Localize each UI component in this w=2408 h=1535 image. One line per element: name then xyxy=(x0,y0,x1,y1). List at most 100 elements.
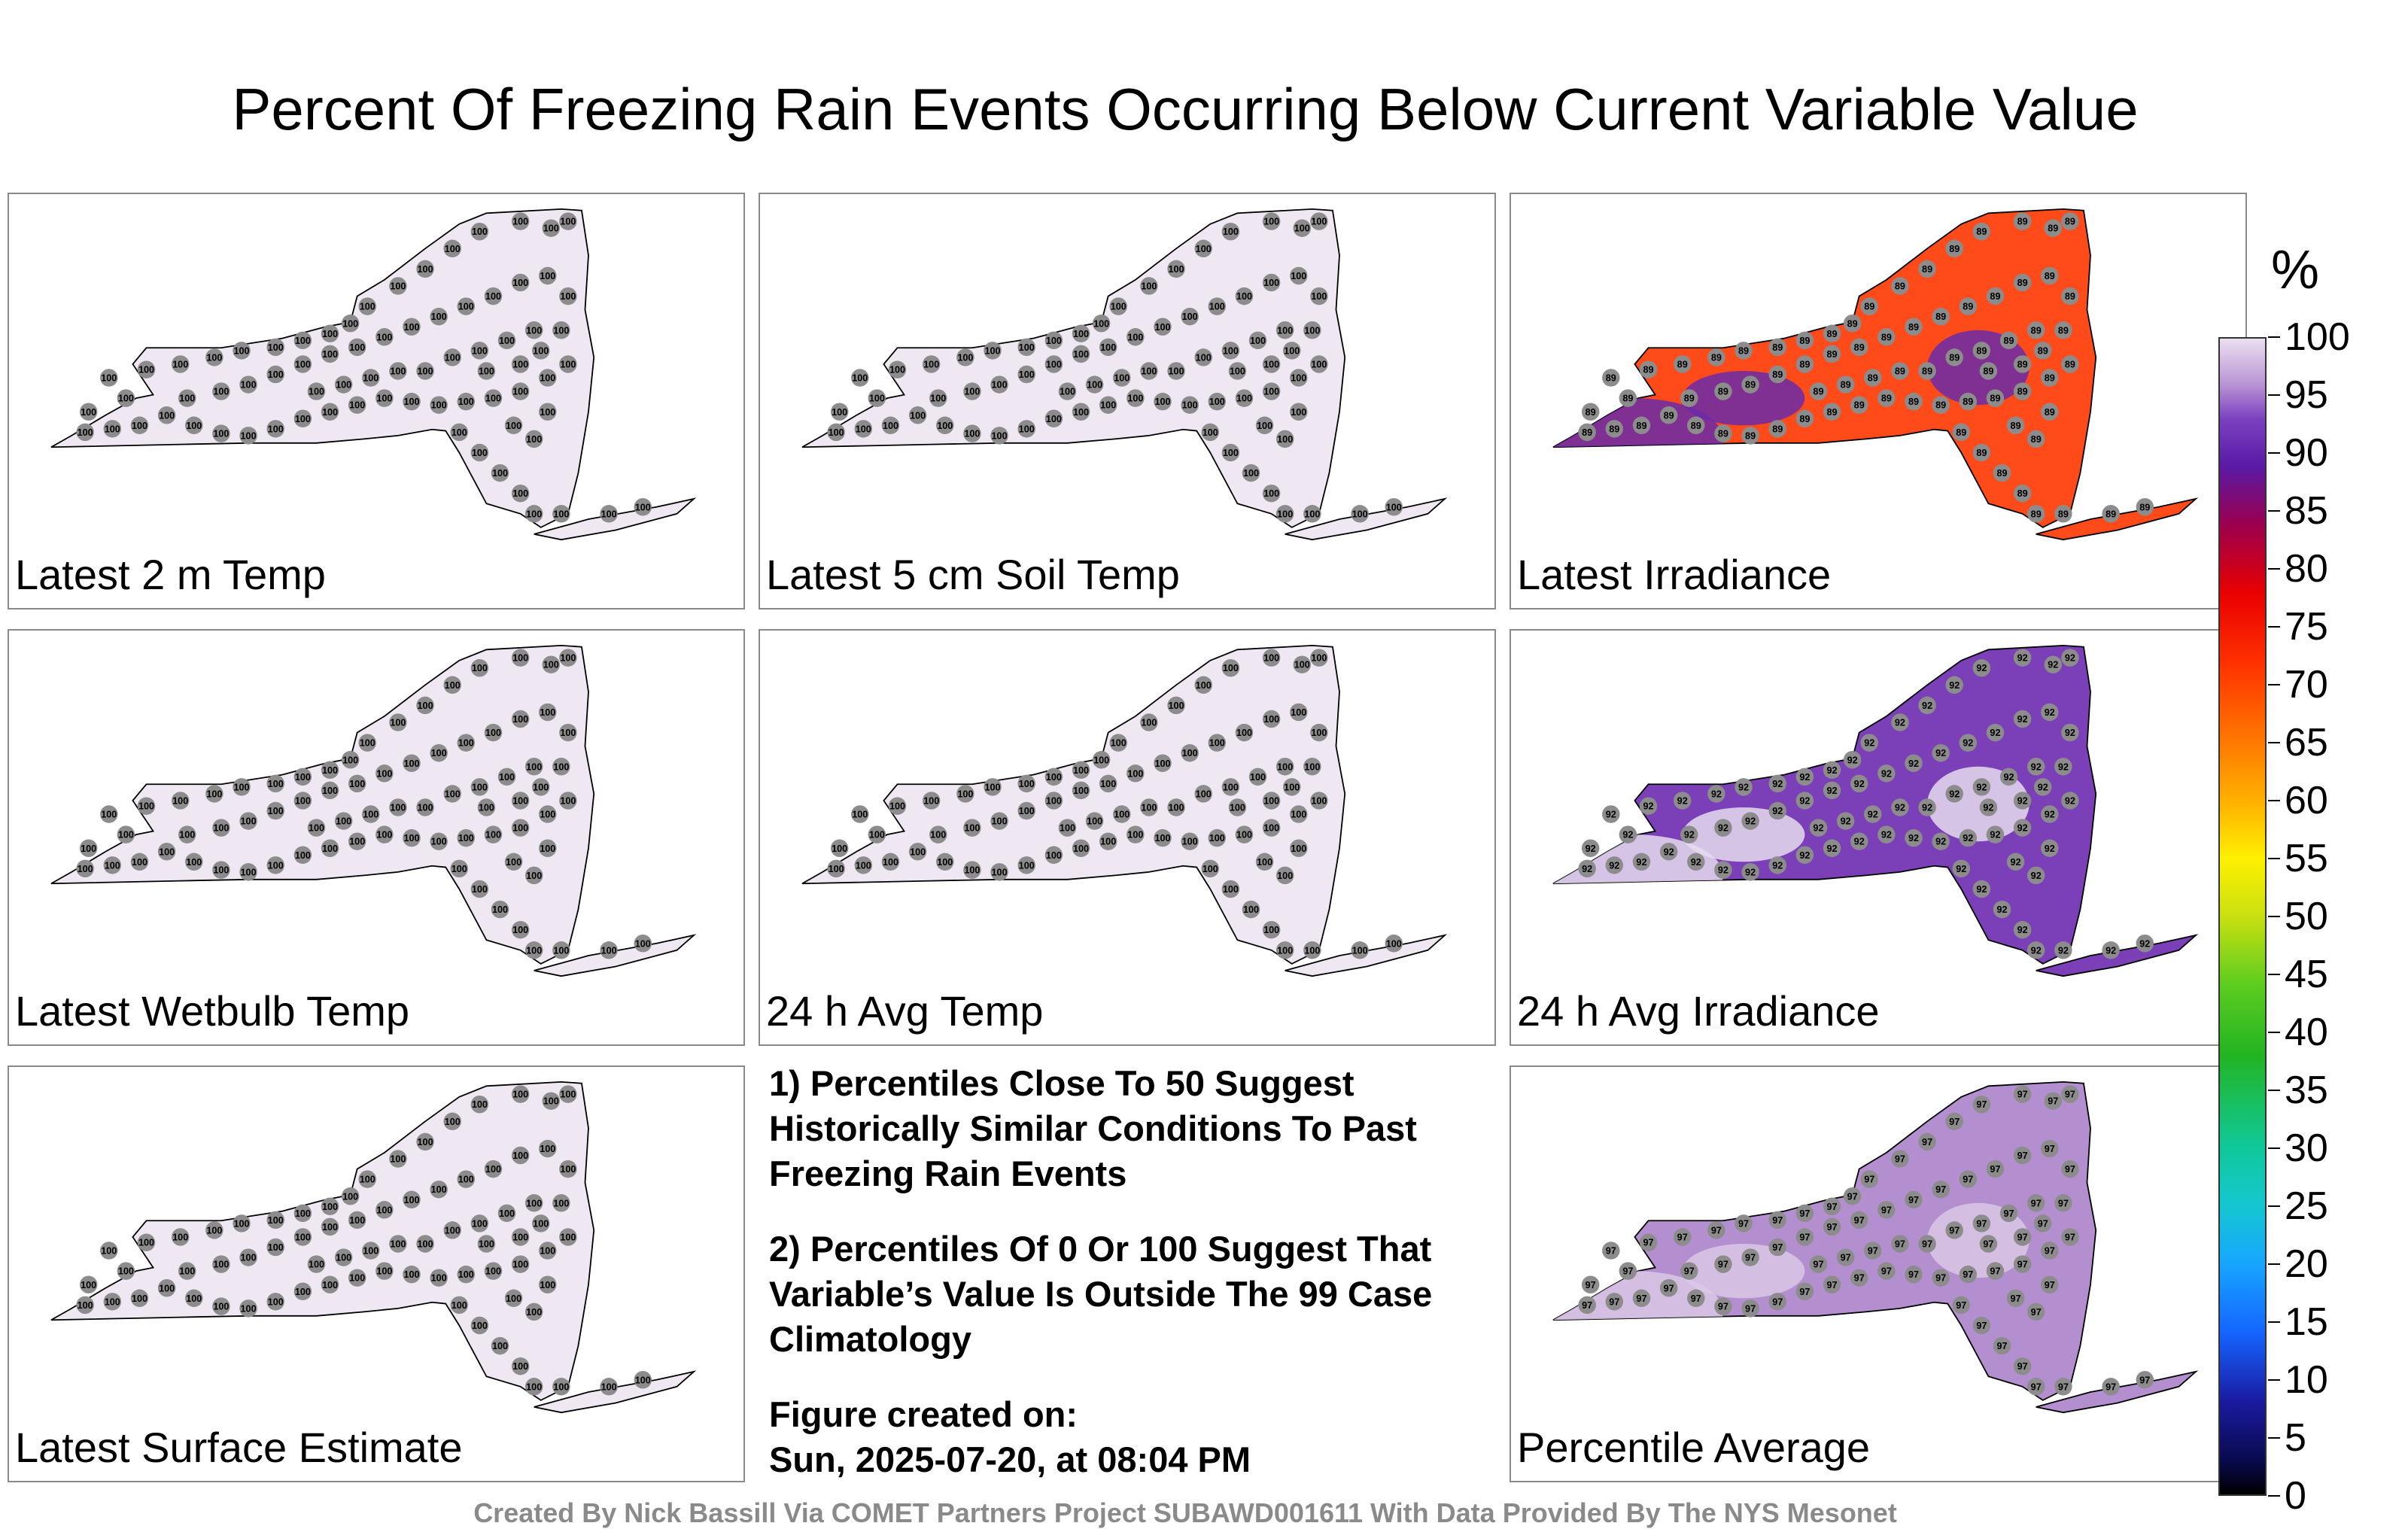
station-marker xyxy=(1993,900,2011,919)
station-value: 100 xyxy=(403,1195,419,1205)
station-value: 92 xyxy=(2065,728,2075,738)
colorbar-tick xyxy=(2268,916,2280,917)
station-value: 100 xyxy=(560,1232,576,1242)
station-value: 89 xyxy=(1799,359,1810,369)
station-value: 100 xyxy=(1230,366,1245,377)
station-value: 100 xyxy=(81,1280,96,1290)
station-marker xyxy=(117,1262,135,1280)
station-marker xyxy=(1099,396,1117,414)
station-value: 100 xyxy=(889,801,905,812)
station-value: 100 xyxy=(485,830,501,840)
station-marker xyxy=(929,825,947,843)
station-marker xyxy=(171,792,190,810)
station-value: 100 xyxy=(1263,359,1279,369)
station-marker xyxy=(1945,676,1963,695)
station-marker xyxy=(634,1371,652,1389)
station-marker xyxy=(1303,758,1321,776)
station-value: 100 xyxy=(363,1246,379,1257)
station-marker xyxy=(1823,1197,1841,1216)
station-value: 97 xyxy=(1582,1300,1592,1311)
colorbar-tick xyxy=(2268,1263,2280,1265)
station-marker xyxy=(1275,430,1294,448)
station-marker xyxy=(1905,1265,1923,1284)
station-marker xyxy=(963,861,981,879)
station-value: 100 xyxy=(295,1287,311,1297)
station-value: 89 xyxy=(1711,352,1722,363)
station-value: 100 xyxy=(431,1273,447,1284)
station-marker xyxy=(1221,443,1240,462)
station-marker xyxy=(403,1265,421,1284)
station-value: 92 xyxy=(1643,801,1653,812)
station-value: 100 xyxy=(485,291,501,302)
station-value: 100 xyxy=(512,278,528,288)
station-marker xyxy=(239,375,257,394)
station-marker xyxy=(266,856,284,874)
station-marker xyxy=(137,360,156,378)
station-marker xyxy=(2033,1214,2052,1233)
station-marker xyxy=(358,1170,376,1188)
colorbar-tick-label: 80 xyxy=(2285,547,2328,591)
station-value: 89 xyxy=(1622,394,1633,404)
station-marker xyxy=(443,239,461,258)
station-value: 100 xyxy=(832,407,847,418)
station-value: 100 xyxy=(1141,281,1157,292)
station-marker xyxy=(1605,1293,1624,1311)
station-value: 92 xyxy=(1881,830,1892,840)
map-panel-24h-avg-temp: 100 100 100 100 100 100 100 100 100 100 100 100 100 1… xyxy=(759,629,1496,1046)
station-value: 100 xyxy=(964,865,980,876)
station-value: 100 xyxy=(1291,843,1306,854)
station-marker xyxy=(103,1293,122,1311)
station-marker xyxy=(1099,338,1117,357)
station-value: 100 xyxy=(992,430,1008,441)
station-marker xyxy=(362,1242,380,1260)
station-marker xyxy=(100,1242,118,1260)
station-marker xyxy=(1262,382,1281,400)
map-panel-24h-avg-irradiance: 92 92 92 92 92 92 92 92 92 92 92 92 92 92 92 92 92 92 92 92… xyxy=(1510,629,2247,1046)
station-marker xyxy=(1952,859,1971,878)
station-value: 92 xyxy=(2058,761,2069,772)
station-value: 97 xyxy=(1772,1215,1783,1226)
station-value: 89 xyxy=(2017,278,2028,288)
station-value: 100 xyxy=(1223,345,1239,356)
station-value: 92 xyxy=(1745,867,1756,877)
station-value: 89 xyxy=(2065,217,2075,227)
station-value: 100 xyxy=(992,380,1008,391)
station-value: 100 xyxy=(349,1215,365,1226)
station-value: 100 xyxy=(883,421,898,431)
station-marker xyxy=(403,318,421,336)
station-marker xyxy=(1262,710,1281,728)
station-value: 100 xyxy=(390,1154,406,1165)
station-value: 100 xyxy=(923,795,939,806)
ny-map-latest-wetbulb-temp: 100 100 100 100 100 100 100 100 100 100 100 100 100 1… xyxy=(50,644,697,977)
station-value: 100 xyxy=(553,761,569,772)
station-marker xyxy=(2054,1378,2072,1396)
station-value: 100 xyxy=(1250,336,1266,346)
station-value: 100 xyxy=(81,407,96,418)
station-marker xyxy=(157,406,176,424)
station-marker xyxy=(293,331,312,350)
station-value: 100 xyxy=(1311,291,1327,302)
station-marker xyxy=(1208,297,1227,315)
station-marker xyxy=(559,649,577,667)
station-value: 100 xyxy=(869,394,885,404)
station-value: 100 xyxy=(964,387,980,397)
station-marker xyxy=(559,1228,577,1246)
station-value: 100 xyxy=(1182,837,1198,847)
station-marker xyxy=(1877,1262,1896,1280)
station-marker xyxy=(1836,375,1855,394)
station-marker xyxy=(239,1299,257,1318)
station-marker xyxy=(1167,362,1185,380)
station-marker xyxy=(524,430,543,448)
station-value: 100 xyxy=(910,847,926,857)
station-marker xyxy=(1275,758,1294,776)
station-marker xyxy=(524,1302,543,1321)
station-value: 100 xyxy=(553,325,569,336)
station-marker xyxy=(929,389,947,407)
station-value: 97 xyxy=(1983,1239,1993,1250)
colorbar-tick xyxy=(2268,684,2280,685)
station-value: 100 xyxy=(560,359,576,369)
station-value: 89 xyxy=(1996,468,2007,479)
station-value: 100 xyxy=(1087,380,1102,391)
station-value: 100 xyxy=(1046,795,1062,806)
station-value: 100 xyxy=(1073,407,1089,418)
